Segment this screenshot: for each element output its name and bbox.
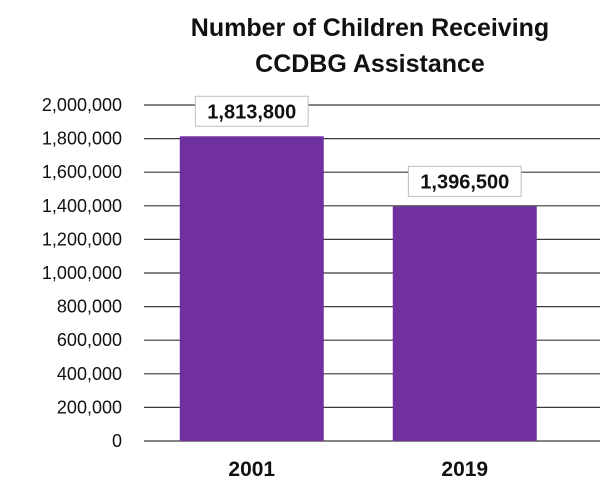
y-tick-label: 1,800,000 xyxy=(42,129,122,149)
bar-2019 xyxy=(392,206,537,441)
x-category-label: 2001 xyxy=(228,458,275,481)
y-tick-label: 1,000,000 xyxy=(42,263,122,283)
y-axis-tick-labels: 0 200,000 400,000 600,000 800,000 1,000,000 1,… xyxy=(42,95,122,451)
x-axis-category-labels: 2001 2019 xyxy=(228,458,488,481)
y-tick-label: 1,200,000 xyxy=(42,229,122,249)
data-label: 1,396,500 xyxy=(420,171,509,193)
bars xyxy=(179,136,537,441)
y-tick-label: 0 xyxy=(112,431,122,451)
y-tick-label: 200,000 xyxy=(57,397,122,417)
data-label: 1,813,800 xyxy=(207,101,296,123)
data-label-box xyxy=(407,165,522,197)
y-tick-label: 2,000,000 xyxy=(42,95,122,115)
y-tick-label: 1,400,000 xyxy=(42,196,122,216)
y-tick-label: 1,600,000 xyxy=(42,162,122,182)
data-label-box xyxy=(194,95,309,127)
y-tick-label: 600,000 xyxy=(57,330,122,350)
x-category-label: 2019 xyxy=(441,458,488,481)
chart-title-line-1: Number of Children Receiving xyxy=(190,14,550,42)
chart-title: Number of Children Receiving CCDBG Assis… xyxy=(140,10,600,82)
data-labels: 1,813,800 1,396,500 xyxy=(194,95,522,197)
chart-title-line-2: CCDBG Assistance xyxy=(255,50,485,78)
bar-2001 xyxy=(179,136,324,441)
y-tick-label: 400,000 xyxy=(57,364,122,384)
y-tick-label: 800,000 xyxy=(57,297,122,317)
